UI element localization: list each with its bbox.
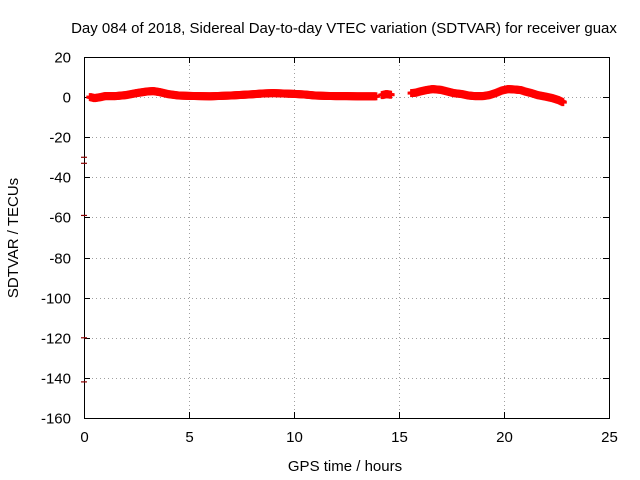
x-tick-label: 25 bbox=[601, 429, 618, 446]
y-tick-label: -60 bbox=[49, 210, 71, 227]
x-tick-label: 0 bbox=[80, 429, 88, 446]
y-tick-label: 0 bbox=[63, 90, 71, 107]
y-tick-label: -100 bbox=[41, 291, 71, 308]
data-point bbox=[558, 98, 567, 107]
x-tick-label: 10 bbox=[286, 429, 303, 446]
y-tick-label: -80 bbox=[49, 251, 71, 268]
x-axis-label: GPS time / hours bbox=[288, 458, 402, 475]
y-tick-label: -140 bbox=[41, 371, 71, 388]
x-tick-label: 15 bbox=[391, 429, 408, 446]
grid-layer bbox=[84, 57, 609, 418]
data-point bbox=[386, 90, 395, 99]
y-tick-label: -160 bbox=[41, 411, 71, 428]
y-tick-label: -120 bbox=[41, 331, 71, 348]
plot-frame bbox=[84, 57, 610, 419]
x-tick-label: 5 bbox=[185, 429, 193, 446]
y-axis-label: SDTVAR / TECUs bbox=[5, 178, 22, 298]
y-tick-label: 20 bbox=[54, 50, 71, 67]
x-tick-label: 20 bbox=[496, 429, 513, 446]
tick-label-layer: 20 0 -20 -40 -60 -80 -100 -120 -140 -160 0 5 10 15 20 2… bbox=[41, 50, 618, 447]
chart-title: Day 084 of 2018, Sidereal Day-to-day VTE… bbox=[71, 20, 617, 37]
y-tick-label: -20 bbox=[49, 130, 71, 147]
tick-layer bbox=[84, 57, 610, 419]
y-tick-label: -40 bbox=[49, 170, 71, 187]
data-layer bbox=[81, 85, 567, 383]
